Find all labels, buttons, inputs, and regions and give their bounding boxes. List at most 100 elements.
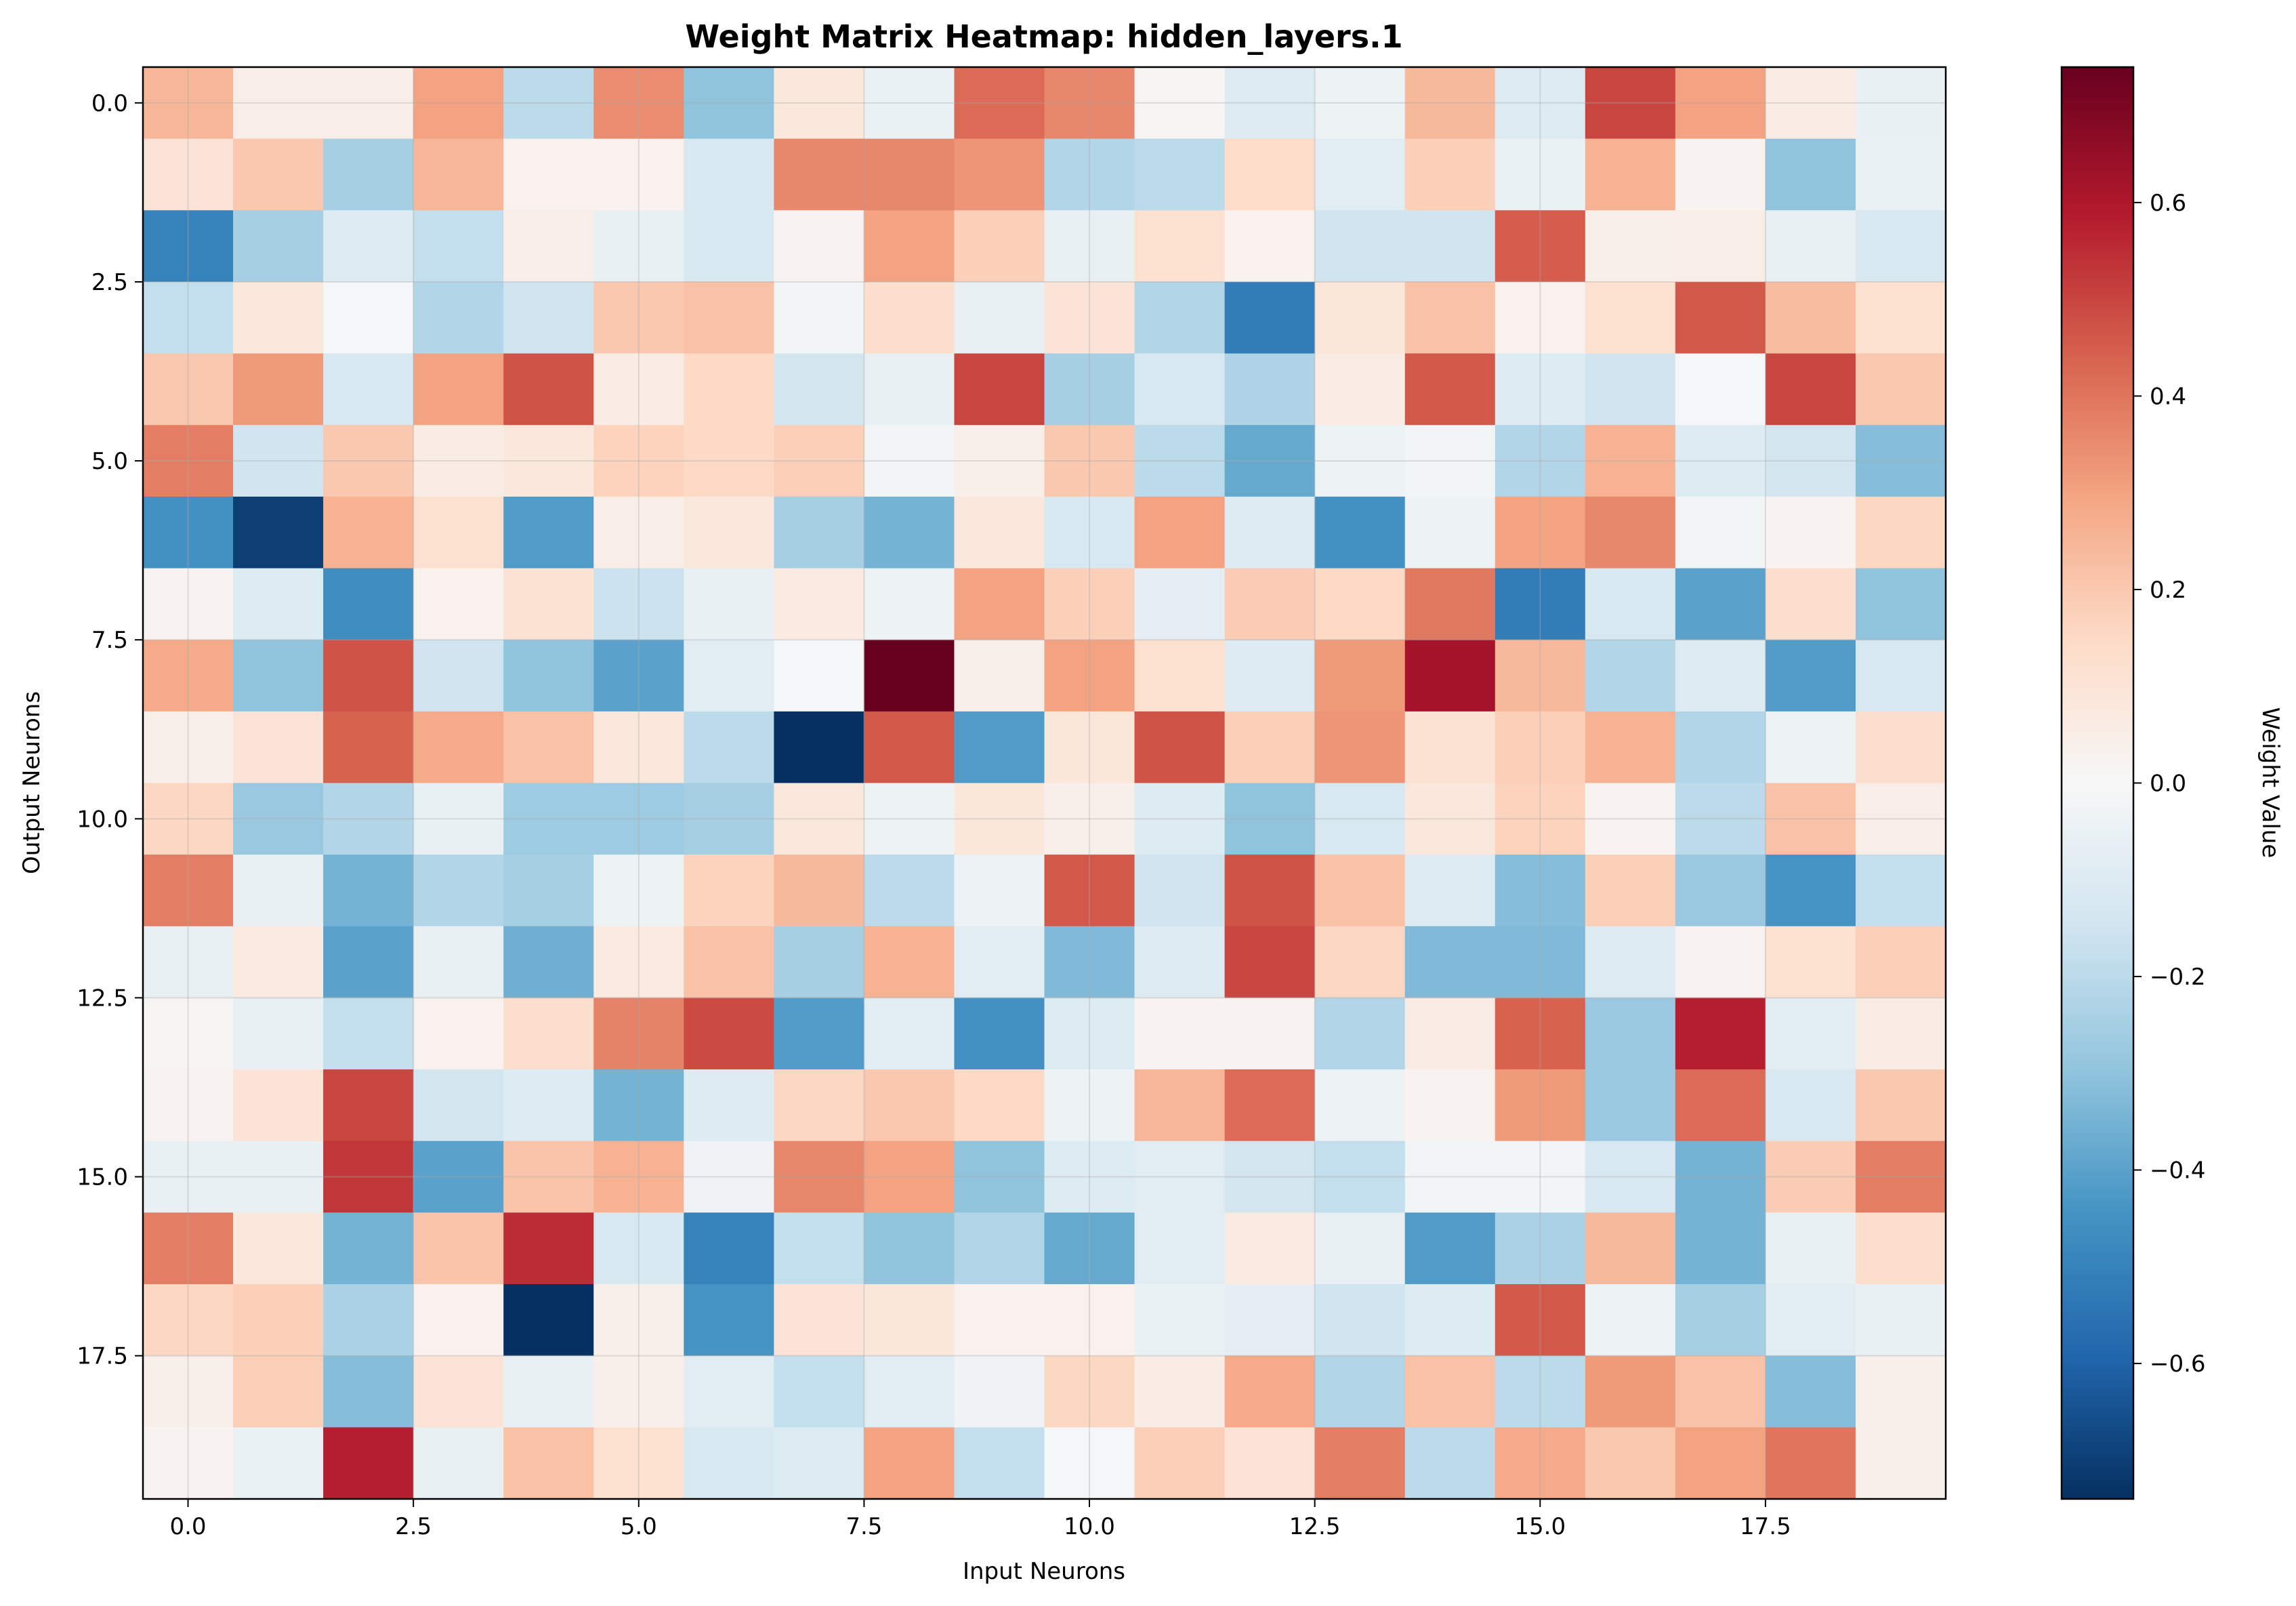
colorbar-tick-label: −0.6 — [2150, 1351, 2206, 1378]
heatmap-cell — [1224, 926, 1316, 999]
heatmap-cell — [143, 855, 234, 927]
x-tick-label: 15.0 — [1514, 1513, 1566, 1540]
heatmap-cell — [323, 1069, 414, 1142]
heatmap-cell — [774, 711, 864, 784]
heatmap-cell — [1765, 640, 1856, 712]
heatmap-cell — [143, 1284, 234, 1357]
heatmap-cell — [1134, 783, 1226, 855]
heatmap-cell — [323, 281, 414, 354]
heatmap-cell — [1134, 1212, 1226, 1285]
heatmap-cell — [413, 210, 504, 283]
x-axis-ticks: 0.0 2.5 5.0 7.5 10.0 12.5 15.0 17.5 — [169, 1499, 1791, 1540]
heatmap-cell — [684, 1427, 774, 1500]
heatmap-cell — [503, 1284, 594, 1357]
heatmap-cell — [593, 855, 684, 927]
heatmap-cell — [1224, 281, 1316, 354]
heatmap-cell — [503, 496, 594, 569]
heatmap-cell — [1495, 1427, 1586, 1500]
heatmap-cell — [1765, 855, 1856, 927]
heatmap-cell — [1044, 138, 1135, 211]
heatmap-cell — [323, 997, 414, 1070]
heatmap-cell — [864, 783, 955, 855]
heatmap-cell — [774, 138, 864, 211]
heatmap-cell — [1044, 281, 1135, 354]
heatmap-cell — [1314, 783, 1406, 855]
heatmap-cell — [1585, 1355, 1676, 1428]
heatmap-cell — [1044, 640, 1135, 712]
heatmap-cell — [1404, 1427, 1496, 1500]
heatmap-cell — [1044, 496, 1135, 569]
heatmap-cell — [413, 568, 504, 640]
heatmap-cell — [1134, 210, 1226, 283]
heatmap-cell — [1585, 1427, 1676, 1500]
heatmap-cell — [1224, 425, 1316, 497]
heatmap-cell — [503, 138, 594, 211]
heatmap-cell — [774, 997, 864, 1070]
heatmap-cell — [503, 1212, 594, 1285]
heatmap-cell — [684, 496, 774, 569]
heatmap-cell — [503, 1427, 594, 1500]
heatmap-cell — [864, 281, 955, 354]
heatmap-cell — [1585, 425, 1676, 497]
colorbar-tick-label: 0.4 — [2150, 383, 2186, 410]
heatmap-cell — [143, 353, 234, 426]
heatmap-cell — [323, 210, 414, 283]
heatmap-cell — [684, 210, 774, 283]
heatmap-cell — [1675, 353, 1766, 426]
heatmap-cell — [1224, 1284, 1316, 1357]
heatmap-cell — [1765, 281, 1856, 354]
heatmap-cell — [233, 353, 324, 426]
heatmap-cell — [1855, 640, 1946, 712]
heatmap-cell — [954, 281, 1045, 354]
heatmap-cell — [413, 640, 504, 712]
heatmap-cell — [864, 138, 955, 211]
heatmap-cell — [1495, 997, 1586, 1070]
heatmap-cell — [413, 1140, 504, 1213]
heatmap-cell — [864, 1427, 955, 1500]
heatmap-cell — [1855, 568, 1946, 640]
heatmap-cell — [1044, 926, 1135, 999]
y-tick-label: 12.5 — [77, 985, 128, 1012]
heatmap-cell — [954, 1284, 1045, 1357]
heatmap-cell — [1134, 640, 1226, 712]
heatmap-cell — [684, 997, 774, 1070]
heatmap-cell — [1765, 568, 1856, 640]
heatmap-cell — [1495, 1069, 1586, 1142]
heatmap-cell — [1855, 1212, 1946, 1285]
heatmap-cell — [1404, 1069, 1496, 1142]
heatmap-cell — [1224, 711, 1316, 784]
heatmap-cell — [1855, 997, 1946, 1070]
heatmap-cell — [1585, 783, 1676, 855]
heatmap-cell — [1134, 67, 1226, 140]
heatmap-cell — [1585, 353, 1676, 426]
heatmap-cell — [1404, 997, 1496, 1070]
heatmap-cell — [413, 926, 504, 999]
chart-title: Weight Matrix Heatmap: hidden_layers.1 — [685, 18, 1402, 55]
heatmap-cell — [503, 210, 594, 283]
heatmap-cell — [143, 1212, 234, 1285]
heatmap-cell — [1404, 353, 1496, 426]
heatmap-cell — [1675, 783, 1766, 855]
heatmap-cell — [1044, 711, 1135, 784]
heatmap-cell — [864, 1140, 955, 1213]
heatmap-cell — [413, 783, 504, 855]
heatmap-cell — [954, 67, 1045, 140]
heatmap-cell — [954, 568, 1045, 640]
heatmap-cell — [1044, 997, 1135, 1070]
heatmap-cell — [954, 138, 1045, 211]
heatmap-cell — [323, 855, 414, 927]
heatmap-cell — [1855, 138, 1946, 211]
heatmap-cell — [1134, 997, 1226, 1070]
heatmap-cell — [233, 997, 324, 1070]
heatmap-cell — [1224, 1069, 1316, 1142]
heatmap-cell — [593, 1140, 684, 1213]
plot-frame — [142, 66, 1947, 1500]
heatmap-cell — [1134, 1284, 1226, 1357]
heatmap-cell — [1765, 138, 1856, 211]
heatmap-cell — [954, 1069, 1045, 1142]
heatmap-cell — [413, 496, 504, 569]
colorbar-tick-label: −0.2 — [2150, 964, 2206, 991]
heatmap-cell — [774, 281, 864, 354]
heatmap-cell — [774, 210, 864, 283]
y-tick-label: 10.0 — [77, 806, 128, 833]
